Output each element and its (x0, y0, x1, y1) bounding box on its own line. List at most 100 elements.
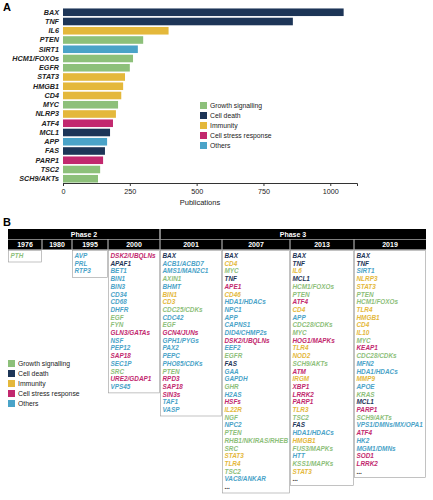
bar (63, 73, 125, 81)
gene-label: BAX (163, 252, 177, 259)
gene-label: ATF4 (292, 298, 309, 305)
gene-label: MCL1 (293, 275, 311, 282)
gene-label: SAP18 (111, 352, 132, 359)
legend: Growth signallingCell deathImmunityCell … (200, 102, 272, 149)
y-tick: MYC (43, 100, 60, 109)
gene-label: PTEN (225, 429, 242, 436)
bar (63, 8, 344, 16)
gene-label: CD68 (111, 298, 128, 305)
year-label: 1995 (82, 241, 98, 248)
gene-label: TLR4 (293, 344, 309, 351)
gene-label: GAPDH (225, 375, 248, 382)
gene-label: TSC2 (293, 414, 310, 421)
year-divider (42, 240, 43, 250)
gene-label: SAP18 (163, 383, 184, 390)
legend-label: Cell stress response (18, 390, 80, 398)
gene-label: TAF1 (163, 398, 179, 405)
gene-label: CD4 (357, 321, 370, 328)
x-tick-label: 0 (62, 187, 66, 196)
y-tick: CD4 (45, 91, 59, 100)
x-tick: 750 (258, 183, 270, 196)
gene-label: BAX (293, 252, 307, 259)
bar (63, 175, 98, 183)
gene-label: HCM1/FOXOs (357, 298, 399, 305)
gene-label: MMP9 (357, 375, 376, 382)
gene-label: EGF (111, 314, 125, 321)
gene-label: FUS3/MAPKs (293, 445, 334, 452)
gene-label: RTP3 (75, 267, 92, 274)
bar (63, 101, 118, 109)
gene-label: GPH1/PYGs (163, 337, 200, 344)
x-tick-mark (130, 183, 131, 186)
gene-label: DID4/CHMP2s (225, 329, 268, 336)
gene-label: H2AS (225, 391, 243, 398)
legend-item: Others (200, 142, 231, 149)
gene-label: SIRT1 (357, 267, 375, 274)
x-tick-label: 250 (124, 187, 136, 196)
legend-item: Growth signalling (200, 102, 262, 110)
gene-label: BHMT (163, 283, 183, 290)
year-label: 1976 (17, 241, 33, 248)
gene-label: KRAS (357, 391, 376, 398)
panel-label: B (3, 216, 11, 228)
gene-label: HDA1/HDACs (225, 298, 267, 305)
gene-label: NPC2 (225, 421, 242, 428)
y-tick: HCM1/FOXOs (12, 54, 59, 63)
category-label: IL6 (49, 26, 60, 35)
gene-label: CDC42 (163, 314, 184, 321)
bar (63, 45, 138, 53)
gene-label: SIN3s (163, 391, 181, 398)
gene-label: BIN3 (111, 283, 126, 290)
bar (63, 129, 110, 137)
gene-label: ... (357, 468, 363, 475)
gene-label: APAF1 (110, 260, 132, 267)
year-divider (290, 240, 291, 250)
gene-label: BAX (357, 252, 371, 259)
gene-label: NGF (225, 414, 240, 421)
x-tick-mark (330, 183, 331, 186)
legend-label: Others (210, 142, 231, 149)
column-box (73, 251, 108, 278)
bar (63, 119, 113, 127)
legend-swatch (200, 142, 207, 149)
category-label: ATF4 (41, 119, 59, 128)
year-divider (222, 240, 223, 250)
legend-label: Others (18, 400, 39, 407)
gene-label: VAC8/ANKAR (225, 475, 267, 482)
legend-swatch (8, 370, 15, 377)
y-tick: HMGB1 (33, 82, 59, 91)
legend-swatch (8, 380, 15, 387)
x-axis-title: Publications (180, 198, 221, 207)
gene-label: PARP1 (357, 406, 378, 413)
gene-label: ACB1/ACBD7 (162, 260, 205, 267)
legend-item: Cell death (200, 112, 241, 119)
gene-label: EGF (163, 321, 177, 328)
gene-label: SOD1 (357, 452, 375, 459)
gene-label: HCM1/FOXOs (293, 283, 335, 290)
category-label: MYC (43, 100, 60, 109)
gene-label: CD4 (225, 260, 238, 267)
legend-item: Growth signalling (8, 360, 70, 368)
timeline: Phase 2Phase 31976PTH19801995AVPPRLRTP32… (8, 229, 426, 493)
column-box (355, 251, 426, 478)
year-bar (8, 240, 426, 250)
gene-label: GLN3/GATAs (111, 329, 151, 336)
gene-label: IL6 (293, 267, 303, 274)
gene-label: PRL (75, 260, 88, 267)
phase-bar (8, 229, 426, 239)
gene-label: CDC25/CDKs (163, 306, 204, 313)
x-tick-mark (63, 183, 64, 186)
y-axis: BAXTNFIL6PTENSIRT1HCM1/FOXOsEGFRSTAT3HMG… (12, 8, 60, 183)
category-label: TSC2 (41, 165, 59, 174)
bar (63, 27, 169, 35)
column-box (223, 251, 290, 494)
legend-swatch (8, 360, 15, 367)
x-tick: 0 (62, 183, 66, 196)
x-axis: 02505007501000 (62, 183, 358, 196)
bar (63, 110, 116, 118)
gene-label: BAX (225, 252, 239, 259)
gene-label: VPS45 (111, 383, 131, 390)
year-label: 2007 (248, 241, 264, 248)
gene-label: KEAP1 (357, 344, 379, 351)
gene-label: HMGB1 (293, 437, 317, 444)
